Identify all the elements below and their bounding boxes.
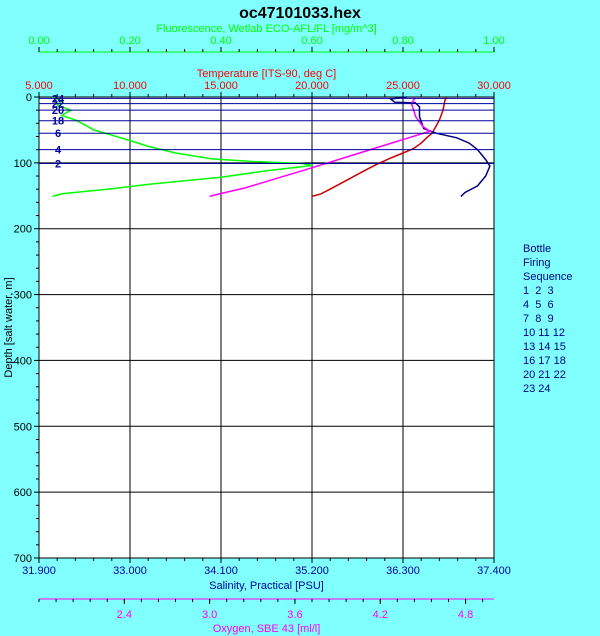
y-tick-label: 300 [14,290,32,302]
chart-title: oc47101033.hex [239,5,361,22]
oxygen-tick-label: 2.4 [117,609,132,621]
bottle-label: 18 [52,116,64,128]
fluorescence-axis-label: Fluorescence, Wetlab ECO-AFL/FL [mg/m^3] [156,23,376,35]
salinity-axis-label: Salinity, Practical [PSU] [209,580,324,592]
oxygen-tick-label: 3.6 [287,609,302,621]
bottle-label: 20 [52,105,64,117]
salinity-series-line [388,96,491,197]
legend-title-line: Sequence [523,271,573,283]
legend-title-line: Firing [523,257,551,269]
fluorescence-tick-label: 0.40 [210,35,231,47]
fluorescence-tick-label: 0.00 [28,35,49,47]
legend-title-line: Bottle [523,243,551,255]
legend-row: 4 5 6 [523,299,554,311]
bottle-label: 6 [55,128,61,140]
temperature-tick-label: 10.000 [113,80,147,92]
oxygen-series-line [209,96,432,198]
bottle-label: 24 [52,93,65,105]
salinity-tick-label: 33.000 [113,565,147,577]
bottle-legend: Bottle Firing Sequence 1 2 3 4 5 6 7 8 9 10 11… [523,243,573,395]
bottle-label: 4 [55,145,62,157]
y-tick-label: 700 [14,553,32,565]
salinity-tick-label: 34.100 [204,565,238,577]
legend-row: 23 24 [523,383,551,395]
fluorescence-tick-label: 0.20 [119,35,140,47]
grid-lines [39,97,494,558]
fluorescence-tick-label: 1.00 [483,35,504,47]
oxygen-tick-label: 4.8 [458,609,473,621]
bottle-label: 22 [52,99,64,111]
temperature-tick-label: 20.000 [295,80,329,92]
y-tick-label: 400 [14,355,32,367]
oxygen-axis-label: Oxygen, SBE 43 [ml/l] [213,623,321,635]
legend-row: 16 17 18 [523,355,566,367]
y-tick-label: 600 [14,487,32,499]
legend-row: 13 14 15 [523,341,566,353]
y-tick-label: 100 [14,158,32,170]
oxygen-tick-label: 4.2 [373,609,388,621]
fluorescence-tick-label: 0.60 [301,35,322,47]
bottle-label: 2 [55,159,61,171]
salinity-tick-label: 31.900 [22,565,56,577]
axes: 0 100 200 300 400 500 600 700 Depth [salt water,… [3,23,511,635]
legend-row: 7 8 9 [523,313,554,325]
fluorescence-tick-label: 0.80 [392,35,413,47]
y-tick-label: 0 [26,92,32,104]
legend-row: 20 21 22 [523,369,566,381]
plot-area [38,96,495,559]
y-axis-label: Depth [salt water, m] [3,277,15,377]
y-tick-label: 500 [14,421,32,433]
salinity-tick-label: 37.400 [477,565,511,577]
temperature-tick-label: 15.000 [204,80,238,92]
y-tick-label: 200 [14,224,32,236]
oxygen-tick-label: 3.0 [202,609,217,621]
temperature-series-line [311,96,448,198]
salinity-tick-label: 35.200 [295,565,329,577]
temperature-tick-label: 5.000 [25,80,53,92]
salinity-tick-label: 36.300 [386,565,420,577]
legend-row: 10 11 12 [523,327,565,339]
legend-row: 1 2 3 [523,285,554,297]
temperature-tick-label: 30.000 [477,80,511,92]
temperature-axis-label: Temperature [ITS-90, deg C] [197,68,336,80]
temperature-tick-label: 25.000 [386,80,420,92]
